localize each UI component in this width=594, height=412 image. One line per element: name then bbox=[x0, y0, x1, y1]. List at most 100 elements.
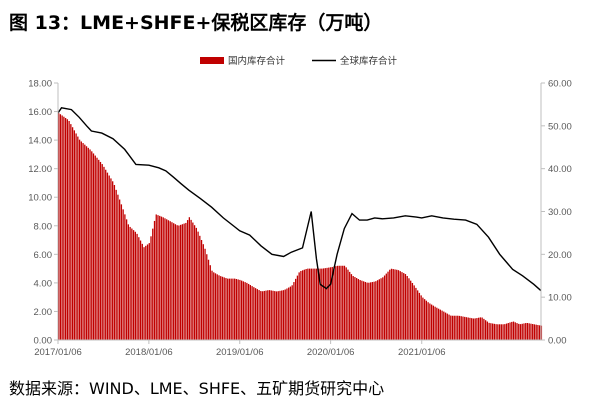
inventory-bar bbox=[394, 269, 396, 340]
inventory-bar bbox=[112, 181, 114, 340]
inventory-bar bbox=[118, 199, 121, 340]
inventory-bar bbox=[462, 316, 464, 340]
inventory-bar bbox=[84, 144, 86, 340]
inventory-bar bbox=[232, 278, 234, 340]
inventory-bar bbox=[368, 282, 370, 340]
inventory-bar bbox=[347, 269, 349, 340]
inventory-bar bbox=[342, 265, 344, 340]
chart-legend: 国内库存合计 全球库存合计 bbox=[200, 55, 398, 67]
inventory-bar bbox=[366, 282, 368, 340]
inventory-bar bbox=[87, 147, 89, 340]
inventory-bar bbox=[478, 317, 480, 340]
inventory-bar bbox=[85, 146, 88, 340]
inventory-bar bbox=[422, 297, 424, 340]
inventory-bar bbox=[296, 275, 299, 340]
inventory-bar bbox=[96, 157, 98, 340]
inventory-bar bbox=[298, 272, 300, 340]
inventory-bar bbox=[188, 217, 191, 340]
inventory-bar bbox=[150, 236, 152, 340]
inventory-bar bbox=[211, 270, 213, 340]
inventory-bar bbox=[195, 227, 197, 340]
data-source-note: 数据来源：WIND、LME、SHFE、五矿期货研究中心 bbox=[9, 379, 385, 398]
inventory-bar bbox=[176, 225, 178, 340]
inventory-bar bbox=[157, 215, 159, 340]
inventory-bar bbox=[495, 324, 497, 340]
inventory-bar bbox=[256, 289, 258, 340]
inventory-bar bbox=[73, 130, 75, 340]
inventory-bar bbox=[289, 286, 292, 340]
inventory-bar bbox=[138, 237, 140, 340]
inventory-bar bbox=[539, 325, 541, 340]
left-axis-ticks: 0.00 2.00 4.00 6.00 8.00 10.00 12.00 14.00 16.00… bbox=[28, 79, 58, 347]
inventory-bar bbox=[279, 290, 281, 340]
x-tick-label: 2020/01/06 bbox=[307, 347, 355, 358]
inventory-bar bbox=[507, 323, 509, 340]
inventory-bar bbox=[78, 139, 81, 340]
x-tick-label: 2017/01/06 bbox=[34, 347, 82, 358]
inventory-bar bbox=[490, 323, 492, 340]
inventory-bar bbox=[63, 116, 65, 340]
inventory-bar bbox=[160, 216, 163, 340]
inventory-bar bbox=[488, 322, 490, 340]
inventory-bar bbox=[343, 265, 346, 340]
inventory-bar bbox=[206, 254, 208, 340]
inventory-bar bbox=[467, 317, 469, 340]
inventory-bar bbox=[254, 288, 257, 340]
inventory-bar bbox=[521, 323, 523, 340]
left-tick-label: 8.00 bbox=[34, 221, 53, 232]
inventory-bar bbox=[71, 127, 74, 340]
inventory-bar bbox=[415, 287, 417, 340]
inventory-bar bbox=[166, 219, 168, 340]
inventory-bar bbox=[389, 269, 391, 340]
inventory-bar bbox=[179, 224, 182, 340]
inventory-bar bbox=[535, 324, 537, 340]
inventory-bar bbox=[429, 303, 431, 340]
right-tick-label: 10.00 bbox=[548, 293, 572, 304]
inventory-bar bbox=[338, 265, 340, 340]
inventory-bar bbox=[530, 323, 532, 340]
inventory-bar bbox=[444, 312, 447, 340]
inventory-bar bbox=[340, 265, 342, 340]
inventory-bar bbox=[484, 320, 487, 340]
inventory-bar bbox=[132, 230, 135, 340]
inventory-bar bbox=[251, 286, 253, 340]
inventory-bar bbox=[159, 215, 161, 340]
inventory-bar bbox=[183, 223, 185, 340]
inventory-bar bbox=[162, 217, 164, 340]
inventory-bar bbox=[430, 304, 433, 340]
inventory-bar bbox=[286, 288, 288, 340]
inventory-bar bbox=[439, 309, 441, 340]
inventory-bar bbox=[192, 222, 194, 340]
inventory-bar bbox=[58, 112, 60, 340]
inventory-bar bbox=[265, 290, 267, 340]
inventory-bar bbox=[186, 220, 189, 340]
inventory-bar bbox=[64, 117, 67, 340]
inventory-bar bbox=[124, 214, 126, 340]
inventory-bar bbox=[474, 318, 476, 340]
inventory-bar bbox=[202, 244, 204, 340]
inventory-bar bbox=[333, 266, 335, 340]
inventory-bar bbox=[300, 270, 302, 340]
inventory-bar bbox=[519, 324, 522, 340]
inventory-bar bbox=[464, 316, 466, 340]
inventory-bar bbox=[105, 169, 107, 340]
inventory-bar bbox=[68, 121, 70, 340]
inventory-bar bbox=[199, 235, 201, 340]
inventory-bar bbox=[110, 178, 112, 340]
inventory-bar bbox=[375, 281, 377, 340]
inventory-bar bbox=[249, 285, 252, 340]
inventory-bar bbox=[390, 268, 393, 340]
inventory-bar bbox=[120, 204, 123, 340]
inventory-bar bbox=[357, 279, 360, 340]
inventory-bar bbox=[174, 224, 177, 340]
inventory-bar bbox=[319, 268, 321, 340]
inventory-bar bbox=[493, 323, 496, 340]
inventory-bar bbox=[413, 285, 415, 340]
inventory-bar bbox=[301, 270, 304, 340]
inventory-bar bbox=[364, 281, 367, 340]
legend-item-global: 全球库存合计 bbox=[340, 55, 398, 67]
inventory-bar bbox=[392, 269, 394, 340]
inventory-bar bbox=[423, 299, 426, 340]
inventory-bar bbox=[324, 268, 326, 340]
